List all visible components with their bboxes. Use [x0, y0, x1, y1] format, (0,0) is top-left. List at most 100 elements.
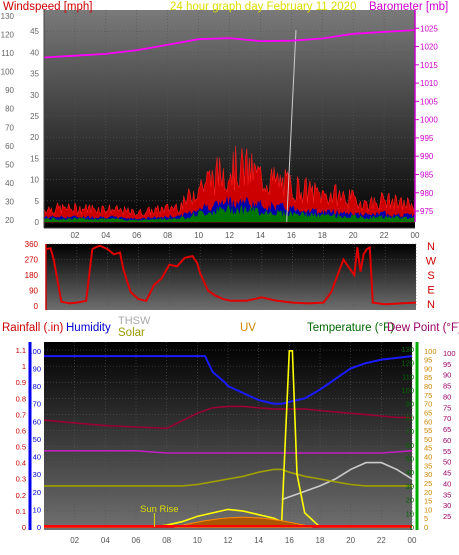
x-tick-label: 04	[101, 536, 110, 545]
temp-tick-label: 20	[406, 496, 414, 505]
dew-tick-label: 85	[443, 382, 451, 391]
dew-tick-label: 25	[443, 512, 451, 521]
temp-tick-label: 100	[401, 386, 414, 395]
x-tick-label: 04	[101, 231, 110, 240]
x-tick-label: 00	[408, 536, 417, 545]
x-tick-label: 02	[70, 231, 79, 240]
dewpoint-label: Dew Point (°F)	[387, 322, 459, 334]
temp-tick-label: 0	[410, 523, 414, 532]
x-tick-label: 12	[225, 231, 234, 240]
x-tick-label: 10	[193, 536, 202, 545]
series-humidity	[44, 355, 412, 405]
rain-tick-label: 0.5	[16, 443, 26, 452]
kmh-tick-label: 120	[1, 31, 15, 40]
dew-tick-label: 70	[443, 414, 451, 423]
humidity-label: Humidity	[66, 322, 111, 334]
bottom-axes: 0 0.1 0.2 0.3 0.4 0.5 0.6 0.7 0.8 0.9 1 1.1 0 10 20 30 4…	[16, 345, 456, 532]
temperature-label: Temperature (°F)	[307, 322, 394, 334]
baro-axis-label: Barometer [mb]	[369, 1, 448, 13]
kmh-tick-label: 90	[5, 86, 14, 95]
dew-tick-label: 35	[443, 490, 451, 499]
uv-tick-label: 50	[424, 435, 432, 444]
x-tick-label: 14	[254, 536, 263, 545]
uv-tick-label: 90	[424, 364, 432, 373]
kmh-tick-label: 60	[5, 142, 14, 151]
temp-tick-label: 40	[406, 468, 414, 477]
humidity-tick-label: 70	[33, 400, 41, 409]
rain-tick-label: 0.4	[16, 459, 26, 468]
uv-label: UV	[240, 322, 256, 334]
wind-direction-line	[46, 244, 416, 306]
baro-tick-label: 975	[420, 207, 434, 216]
humidity-tick-label: 10	[33, 505, 41, 514]
top-right-ticks: 975 980 985 990 995 1000 1005 1010 1015 1020 1025	[414, 10, 438, 222]
dew-tick-label: 90	[443, 371, 451, 380]
direction-grid	[46, 243, 417, 307]
rain-tick-label: 0.7	[16, 410, 26, 419]
baro-tick-label: 1020	[420, 43, 438, 52]
direction-tick-label: 270	[25, 256, 39, 265]
baro-tick-label: 1000	[420, 116, 438, 125]
uv-tick-label: 20	[424, 488, 432, 497]
temp-tick-label: 50	[406, 454, 414, 463]
kmh-tick-label: 30	[5, 197, 14, 206]
mph-tick-label: 40	[30, 48, 39, 57]
x-tick-label: 08	[162, 536, 171, 545]
uv-tick-label: 55	[424, 426, 432, 435]
rain-tick-label: 0.8	[16, 394, 26, 403]
direction-letter: S	[427, 270, 434, 282]
windspeed-low-area	[44, 204, 415, 222]
uv-tick-label: 70	[424, 400, 432, 409]
x-tick-label: 18	[318, 231, 327, 240]
rain-tick-label: 0.1	[16, 507, 26, 516]
uv-tick-label: 15	[424, 497, 432, 506]
x-tick-label: 10	[194, 231, 203, 240]
x-tick-label: 22	[377, 536, 386, 545]
dew-tick-label: 50	[443, 458, 451, 467]
kmh-tick-label: 100	[1, 68, 15, 77]
mph-tick-label: 15	[30, 154, 39, 163]
dew-tick-label: 60	[443, 436, 451, 445]
x-tick-label: 02	[70, 536, 79, 545]
rain-tick-label: 1	[22, 362, 26, 371]
top-x-ticks: 02 04 06 08 10 12 14 16 18 20 22 00	[70, 231, 420, 240]
direction-tick-label: 0	[34, 302, 39, 311]
rain-tick-label: 0.6	[16, 426, 26, 435]
x-tick-label: 16	[285, 536, 294, 545]
baro-tick-label: 980	[420, 189, 434, 198]
baro-tick-label: 1015	[420, 61, 438, 70]
kmh-tick-label: 110	[1, 49, 14, 58]
temp-tick-label: 80	[406, 413, 414, 422]
temp-tick-label: 10	[406, 509, 414, 518]
baro-tick-label: 985	[420, 170, 434, 179]
direction-letter: E	[427, 285, 434, 297]
direction-letter: N	[427, 299, 435, 311]
direction-tick-label: 90	[29, 287, 38, 296]
direction-tick-label: 360	[25, 240, 39, 249]
uv-tick-label: 85	[424, 373, 432, 382]
windspeed-gust-area	[44, 145, 415, 223]
humidity-tick-label: 50	[33, 435, 41, 444]
uv-tick-label: 35	[424, 461, 432, 470]
humidity-tick-label: 100	[28, 347, 41, 356]
humidity-tick-label: 0	[37, 523, 41, 532]
series-temperature	[44, 405, 412, 430]
uv-tick-label: 25	[424, 479, 432, 488]
uv-tick-label: 65	[424, 408, 432, 417]
baro-tick-label: 1025	[420, 24, 438, 33]
humidity-tick-label: 30	[33, 470, 41, 479]
temp-tick-label: 130	[401, 345, 414, 354]
uv-tick-label: 30	[424, 470, 432, 479]
x-tick-label: 22	[380, 231, 389, 240]
mph-tick-label: 35	[30, 70, 39, 79]
humidity-tick-label: 40	[33, 453, 41, 462]
uv-tick-label: 80	[424, 382, 432, 391]
direction-tick-label: 180	[25, 271, 39, 280]
top-series	[44, 29, 415, 223]
rain-tick-label: 0.9	[16, 378, 26, 387]
humidity-tick-label: 60	[33, 417, 41, 426]
solar-label: Solar	[118, 327, 145, 339]
mph-tick-label: 45	[30, 27, 39, 36]
kmh-tick-label: 50	[5, 160, 14, 169]
